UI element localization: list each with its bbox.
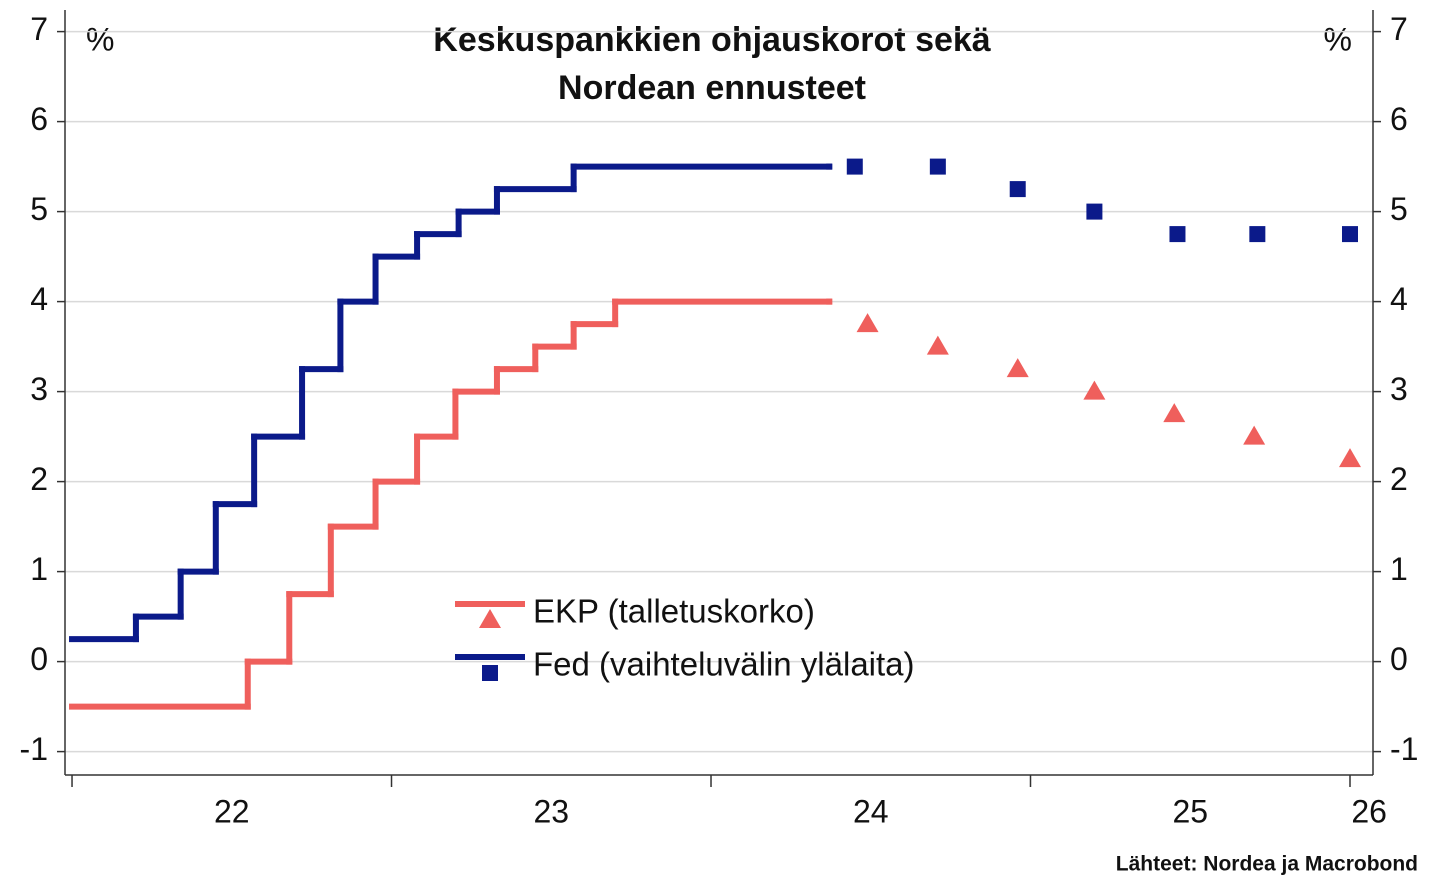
y2-tick-label: 0: [1390, 641, 1408, 677]
y-tick-label: 1: [30, 551, 48, 587]
x-tick-label: 26: [1351, 793, 1387, 829]
legend-label: Fed (vaihteluvälin ylälaita): [533, 646, 915, 683]
forecast-marker: [1009, 181, 1026, 198]
chart-title: Nordean ennusteet: [558, 69, 866, 107]
forecast-marker: [1249, 226, 1266, 243]
y2-tick-label: 2: [1390, 461, 1408, 497]
legend-marker: [482, 665, 498, 681]
y-tick-label: 6: [30, 101, 48, 137]
y-tick-label: -1: [20, 731, 48, 767]
x-tick-label: 22: [214, 793, 250, 829]
y2-tick-label: 6: [1390, 101, 1408, 137]
forecast-marker: [1083, 380, 1106, 400]
x-tick-label: 23: [533, 793, 569, 829]
forecast-marker: [1086, 203, 1103, 220]
y2-tick-label: -1: [1390, 731, 1418, 767]
y2-tick-label: 4: [1390, 281, 1408, 317]
forecast-marker: [1341, 226, 1358, 243]
chart-title: Keskuspankkien ohjauskorot sekä: [433, 21, 991, 59]
forecast-marker: [1338, 448, 1361, 468]
legend-marker: [479, 609, 501, 628]
forecast-marker: [926, 335, 949, 355]
y-tick-label: 0: [30, 641, 48, 677]
forecast-marker: [846, 158, 863, 175]
y-tick-label: 3: [30, 371, 48, 407]
y-tick-label: 5: [30, 191, 48, 227]
y-tick-label: 2: [30, 461, 48, 497]
y-unit-right: %: [1324, 21, 1352, 57]
y2-tick-label: 1: [1390, 551, 1408, 587]
y2-tick-label: 7: [1390, 11, 1408, 47]
forecast-marker: [1243, 425, 1266, 445]
forecast-marker: [929, 158, 946, 175]
source: Lähteet: Nordea ja Macrobond: [1116, 853, 1418, 876]
y-tick-label: 7: [30, 11, 48, 47]
forecast-marker: [1006, 358, 1029, 378]
y2-tick-label: 5: [1390, 191, 1408, 227]
forecast-marker: [1163, 403, 1186, 423]
y-tick-label: 4: [30, 281, 48, 317]
x-tick-label: 25: [1172, 793, 1208, 829]
x-tick-label: 24: [853, 793, 889, 829]
legend-label: EKP (talletuskorko): [533, 593, 815, 630]
forecast-marker: [856, 313, 879, 333]
forecast-marker: [1169, 226, 1186, 243]
y2-tick-label: 3: [1390, 371, 1408, 407]
y-unit-left: %: [86, 21, 114, 57]
